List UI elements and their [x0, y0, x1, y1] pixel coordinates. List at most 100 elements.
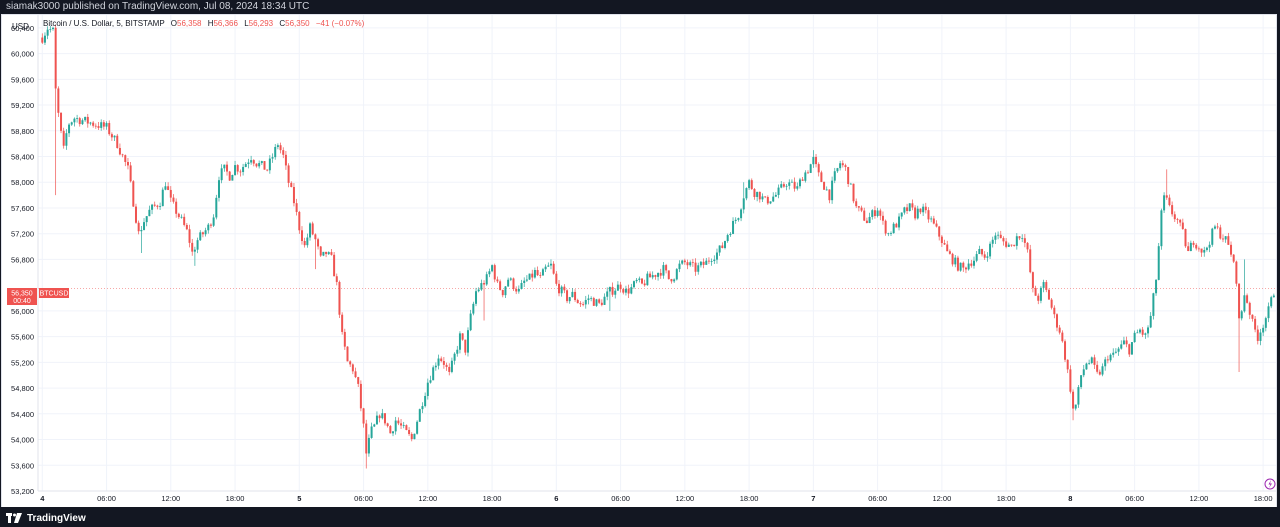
candle-body — [549, 263, 552, 266]
candle-body — [574, 291, 577, 301]
candle-body — [274, 146, 277, 158]
candle-body — [927, 210, 930, 220]
y-tick-label: 53,200 — [11, 487, 34, 496]
candle-body — [600, 302, 603, 305]
candle-body — [769, 201, 772, 204]
candle-body — [491, 265, 494, 272]
candle-body — [1120, 344, 1123, 349]
candle-body — [215, 197, 218, 218]
candle-body — [418, 409, 421, 422]
candle-body — [1144, 333, 1147, 335]
candle-body — [196, 240, 199, 250]
candle-body — [833, 171, 836, 181]
candle-body — [204, 230, 207, 235]
bolt-icon-glyph — [1268, 480, 1272, 488]
candle-body — [991, 239, 994, 244]
candle-body — [456, 349, 459, 354]
candle-body — [1050, 299, 1053, 308]
candle-body — [729, 233, 732, 236]
price-axis-bg — [2, 15, 38, 491]
candle-body — [558, 283, 561, 294]
candle-body — [948, 251, 951, 254]
candle-body — [871, 210, 874, 217]
x-tick-label: 8 — [1068, 494, 1072, 503]
candle-body — [718, 245, 721, 253]
bolt-icon[interactable] — [1264, 478, 1276, 490]
candle-body — [134, 206, 137, 223]
candle-body — [448, 366, 451, 372]
candle-body — [276, 145, 279, 147]
candle-body — [1248, 302, 1251, 315]
candle-body — [124, 155, 127, 162]
candle-body — [678, 263, 681, 270]
candle-body — [1208, 244, 1211, 248]
candle-body — [836, 168, 839, 172]
candle-body — [132, 181, 135, 207]
candle-body — [1163, 195, 1166, 211]
chart-frame[interactable]: USD 60,400 60,000 59,600 59,200 58,800 58,400… — [1, 14, 1277, 508]
candle-body — [295, 203, 298, 212]
candle-body — [306, 237, 309, 246]
candle-body — [766, 197, 769, 204]
candle-body — [956, 257, 959, 271]
candle-body — [116, 135, 119, 148]
price-axis[interactable]: USD 60,400 60,000 59,600 59,200 58,800 58,400… — [2, 15, 39, 496]
candle-body — [654, 275, 657, 277]
candle-body — [748, 180, 751, 189]
candle-body — [159, 206, 162, 207]
price-chart[interactable]: USD 60,400 60,000 59,600 59,200 58,800 58,400… — [2, 15, 1276, 507]
legend-high-label: H — [208, 19, 214, 28]
candle-body — [1270, 297, 1273, 307]
candle-body — [919, 208, 922, 213]
candle-body — [169, 189, 172, 198]
candle-body — [841, 163, 844, 166]
candle-body — [616, 284, 619, 291]
candle-body — [464, 339, 467, 353]
legend-title: Bitcoin / U.S. Dollar, 5, BITSTAMP — [43, 19, 165, 28]
candle-body — [429, 380, 432, 383]
candle-body — [244, 164, 247, 167]
candle-body — [175, 201, 178, 214]
candle-body — [863, 210, 866, 221]
candle-body — [483, 283, 486, 285]
candle-body — [750, 180, 753, 190]
candle-body — [1047, 289, 1050, 300]
candle-body — [49, 29, 52, 30]
candle-body — [1195, 244, 1198, 249]
candle-body — [740, 209, 743, 219]
candle-body — [266, 169, 269, 171]
candle-body — [333, 254, 336, 277]
candle-body — [73, 118, 76, 123]
x-tick-label: 18:00 — [1254, 494, 1273, 503]
candle-body — [675, 269, 678, 280]
legend-close-label: C — [279, 19, 285, 28]
candle-body — [236, 165, 239, 172]
candle-body — [670, 279, 673, 282]
candle-body — [724, 241, 727, 248]
candle-body — [798, 179, 801, 187]
candle-body — [140, 229, 143, 232]
candle-body — [1039, 287, 1042, 301]
candle-body — [373, 424, 376, 427]
candle-body — [820, 172, 823, 182]
time-axis[interactable]: 4 06:00 12:00 18:00 5 06:00 12:00 18:00 6 06:00 12… — [38, 490, 1276, 503]
candle-body — [608, 286, 611, 292]
candle-body — [153, 204, 156, 206]
candle-body — [234, 165, 237, 176]
candle-body — [713, 259, 716, 262]
candle-body — [1227, 236, 1230, 245]
candle-body — [54, 27, 57, 89]
candle-body — [1230, 244, 1233, 255]
y-tick-label: 57,600 — [11, 204, 34, 213]
candle-body — [774, 194, 777, 197]
candle-body — [458, 333, 461, 350]
candle-body — [1147, 327, 1150, 334]
candle-body — [940, 236, 943, 244]
candle-body — [1093, 357, 1096, 365]
tradingview-logo[interactable]: TradingView — [6, 512, 86, 524]
candle-body — [825, 189, 828, 191]
candle-body — [887, 233, 890, 235]
candle-body — [571, 291, 574, 298]
candle-body — [707, 260, 710, 262]
candle-body — [287, 165, 290, 183]
